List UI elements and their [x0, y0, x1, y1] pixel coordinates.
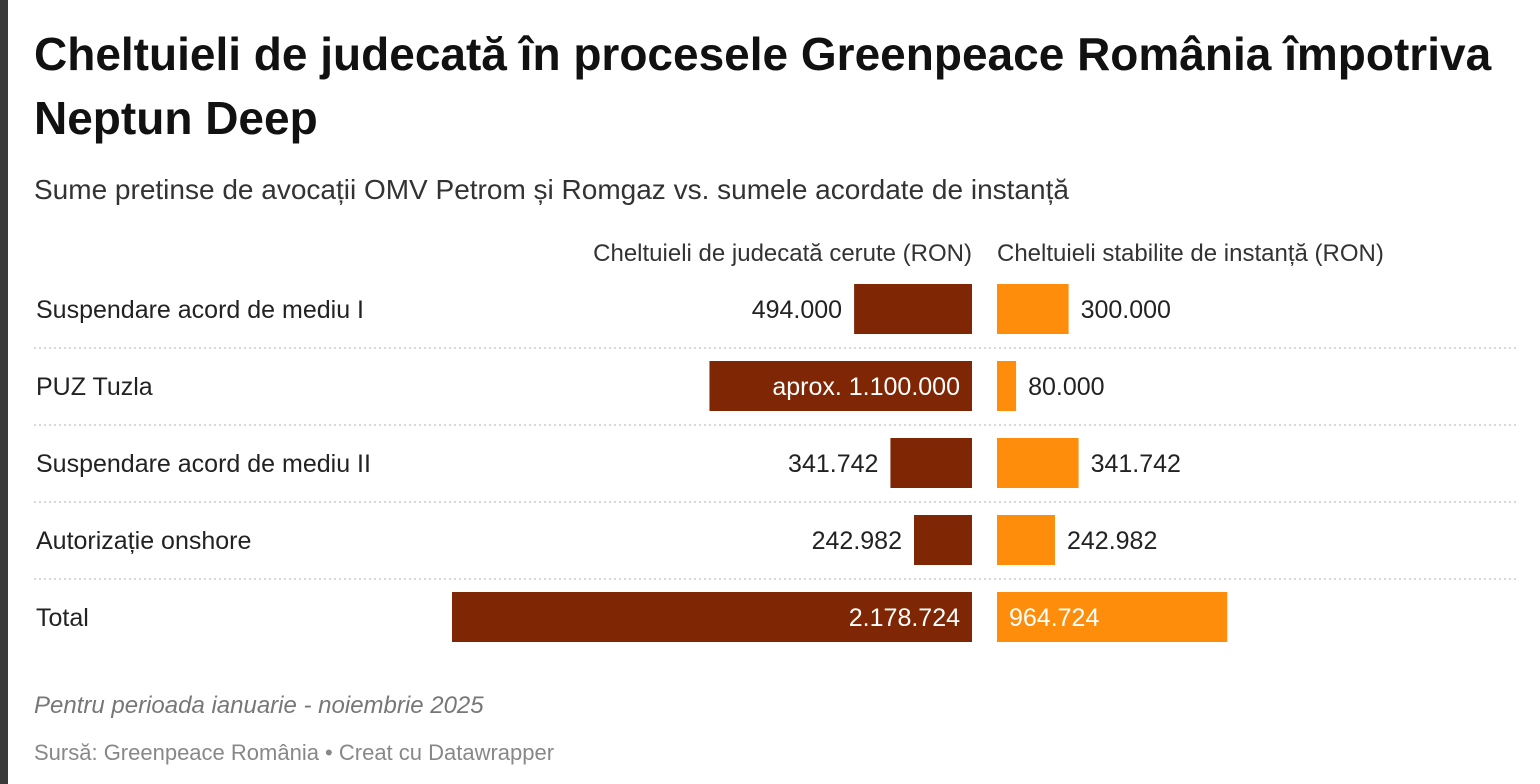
bar-requested	[914, 515, 972, 565]
value-label-requested: 341.742	[788, 450, 878, 478]
value-label-awarded: 242.982	[1067, 527, 1157, 555]
value-label-requested: 2.178.724	[849, 604, 960, 632]
chart-subtitle: Sume pretinse de avocații OMV Petrom și …	[34, 174, 1069, 205]
row-label: Suspendare acord de mediu II	[36, 450, 371, 478]
column-header-requested: Cheltuieli de judecată cerute (RON)	[593, 240, 972, 267]
row-label: Suspendare acord de mediu I	[36, 296, 364, 324]
bar-awarded	[997, 284, 1069, 334]
bar-requested	[890, 438, 972, 488]
bar-awarded	[997, 361, 1017, 411]
left-edge	[0, 0, 8, 784]
bar-requested	[709, 361, 972, 411]
chart-source: Sursă: Greenpeace România • Creat cu Dat…	[34, 740, 555, 765]
bar-requested	[452, 592, 972, 642]
value-label-awarded: 300.000	[1081, 296, 1171, 324]
value-label-awarded: 964.724	[1009, 604, 1099, 632]
chart-notes: Pentru perioada ianuarie - noiembrie 202…	[34, 692, 484, 719]
value-label-awarded: 341.742	[1091, 450, 1181, 478]
value-label-requested: 494.000	[752, 296, 842, 324]
chart-title: Cheltuieli de judecată în procesele Gree…	[34, 28, 1492, 144]
bar-requested	[854, 284, 972, 334]
row-label: Total	[36, 604, 89, 632]
bar-awarded	[997, 592, 1228, 642]
row-label: Autorizație onshore	[36, 527, 251, 555]
bar-awarded	[997, 515, 1055, 565]
column-header-awarded: Cheltuieli stabilite de instanță (RON)	[997, 240, 1384, 267]
bar-awarded	[997, 438, 1079, 488]
value-label-requested: 242.982	[812, 527, 902, 555]
value-label-requested: aprox. 1.100.000	[772, 373, 960, 401]
row-label: PUZ Tuzla	[36, 373, 153, 401]
value-label-awarded: 80.000	[1028, 373, 1104, 401]
